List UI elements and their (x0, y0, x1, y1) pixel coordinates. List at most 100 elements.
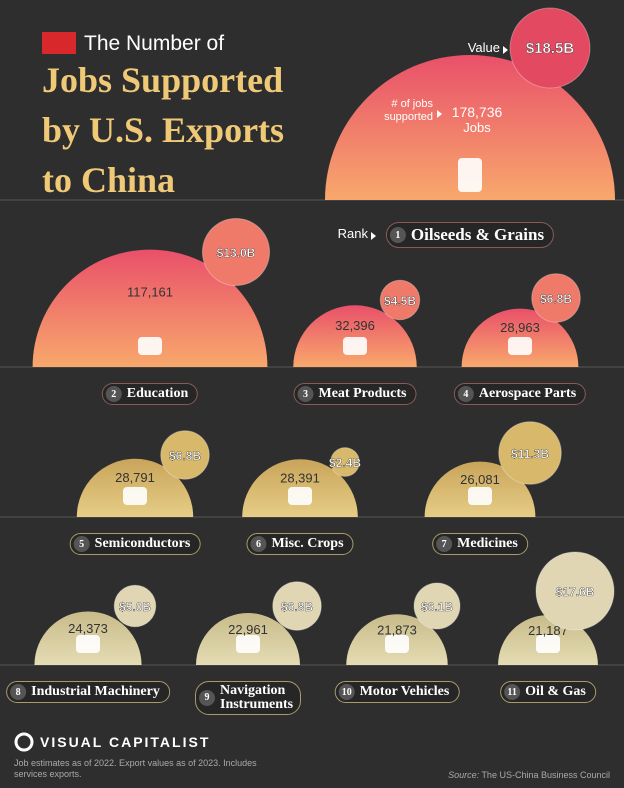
legend-rank: Rank (338, 226, 369, 241)
value-label: $18.5B (526, 40, 575, 57)
icon (76, 635, 100, 653)
value-label: $13.0B (217, 246, 256, 260)
value-label: $17.6B (556, 585, 595, 599)
jobs-label: 28,791 (115, 470, 155, 485)
category-name: Motor Vehicles (359, 684, 450, 699)
jobs-label: 28,391 (280, 470, 320, 485)
legend-value: Value (468, 40, 500, 55)
title: to China (42, 160, 175, 200)
icon (343, 337, 367, 355)
category-label: 11 Oil & Gas (500, 681, 596, 703)
category-label: 9 Navigation Instruments (195, 681, 301, 715)
jobs-label: 24,373 (68, 621, 108, 636)
arrow (503, 46, 508, 54)
icon (536, 635, 560, 653)
category-label: 5 Semiconductors (69, 533, 201, 555)
jobs-label: 21,187 (528, 623, 568, 638)
category-label: 3 Meat Products (293, 383, 417, 405)
rank: 4 (457, 386, 474, 402)
icon (288, 487, 312, 505)
jobs-semicircle (32, 249, 268, 367)
value-circle (509, 7, 591, 89)
rank: 11 (504, 684, 521, 700)
category-name: Medicines (457, 536, 518, 551)
icon (458, 158, 482, 192)
rank: 9 (199, 690, 215, 706)
category-name: Oil & Gas (525, 684, 586, 699)
value-circle (413, 582, 461, 630)
rank: 7 (436, 536, 453, 552)
icon (468, 487, 492, 505)
legend-jobs: supported (384, 111, 433, 123)
category-name: Oilseeds & Grains (410, 225, 545, 244)
rank: 10 (338, 684, 355, 700)
icon (385, 635, 409, 653)
value-label: $6.8B (281, 600, 313, 614)
arrow (371, 232, 376, 240)
category-label: 7 Medicines (432, 533, 528, 555)
jobs-label: 28,963 (500, 320, 540, 335)
category-label: 6 Misc. Crops (246, 533, 354, 555)
jobs-label: 21,873 (377, 623, 417, 638)
source-text: The US-China Business Council (481, 770, 610, 780)
value-label: $4.5B (384, 294, 416, 308)
category-name: Navigation Instruments (220, 683, 294, 712)
value-label: $6.8B (169, 449, 201, 463)
value-label: $6.8B (540, 292, 572, 306)
legend-jobs: # of jobs (391, 98, 433, 110)
value-circle (379, 279, 421, 321)
rank: 5 (73, 536, 90, 552)
rank: 1 (389, 227, 406, 243)
category-label: 2 Education (101, 383, 199, 405)
icon (236, 635, 260, 653)
jobs-semicircle (324, 54, 616, 201)
icon (123, 487, 147, 505)
title-small: The Number of (84, 32, 224, 55)
category-name: Meat Products (318, 386, 407, 401)
value-label: $6.1B (421, 600, 453, 614)
notes: Job estimates as of 2022. Export values … (14, 758, 257, 779)
value-circle (531, 273, 581, 323)
value-circle (272, 581, 322, 631)
flag (42, 32, 76, 54)
category-name: Aerospace Parts (478, 386, 577, 401)
jobs-label: 32,396 (335, 318, 375, 333)
brand-logo (14, 732, 34, 752)
brand: VISUAL CAPITALIST (40, 734, 210, 750)
source-label: Source: (448, 770, 480, 780)
value-label: $2.4B (329, 456, 361, 470)
category-name: Misc. Crops (271, 536, 344, 551)
rank: 2 (105, 386, 122, 402)
rank: 3 (297, 386, 314, 402)
category-label: 8 Industrial Machinery (6, 681, 170, 703)
value-circle (535, 551, 615, 631)
value-circle (330, 447, 360, 477)
category-name: Semiconductors (94, 536, 191, 551)
value-circle (498, 421, 562, 485)
rank: 8 (10, 684, 27, 700)
legend-jobs-unit: Jobs (463, 120, 491, 135)
value-circle (201, 217, 271, 287)
jobs-label: 22,961 (228, 622, 268, 637)
source: Source: The US-China Business Council (448, 770, 610, 780)
jobs-label: 178,736 (452, 104, 503, 120)
arrow (437, 110, 442, 118)
jobs-semicircle (293, 305, 417, 367)
category-label: 10 Motor Vehicles (334, 681, 460, 703)
icon (508, 337, 532, 355)
title: Jobs Supported (42, 60, 283, 100)
category-name: Education (126, 386, 189, 401)
category-label: 1 Oilseeds & Grains (385, 222, 555, 248)
jobs-label: 26,081 (460, 472, 500, 487)
category-label: 4 Aerospace Parts (453, 383, 587, 405)
rank: 6 (250, 536, 267, 552)
value-label: $5.0B (119, 600, 151, 614)
value-circle (113, 584, 157, 628)
title: by U.S. Exports (42, 110, 284, 150)
value-label: $11.3B (511, 447, 549, 461)
value-circle (160, 430, 210, 480)
icon (138, 337, 162, 355)
jobs-label: 117,161 (127, 285, 173, 300)
